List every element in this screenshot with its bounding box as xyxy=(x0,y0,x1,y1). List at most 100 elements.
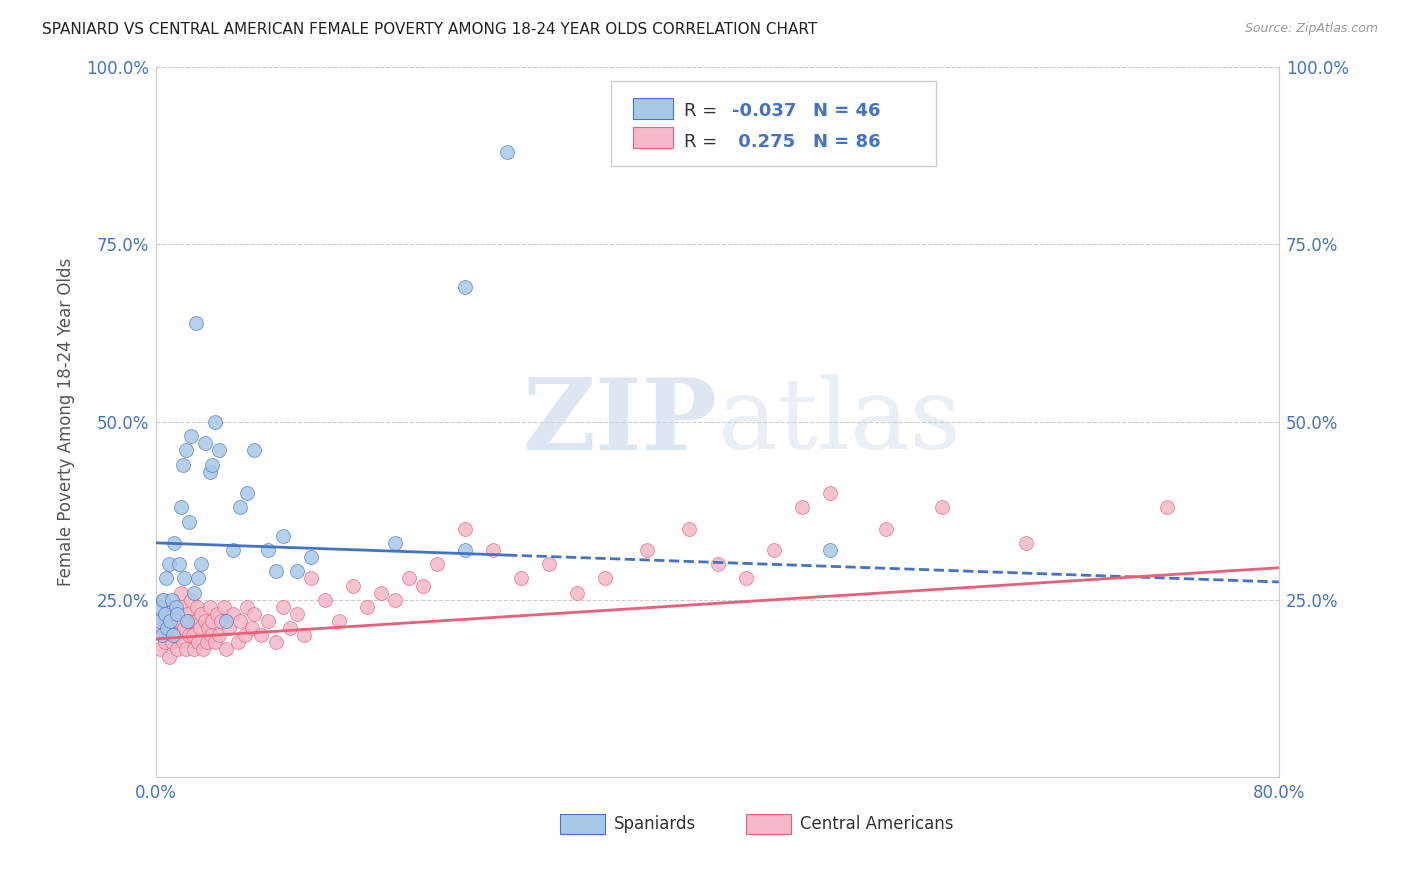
Point xyxy=(734,571,756,585)
Point xyxy=(197,621,219,635)
Text: -0.037: -0.037 xyxy=(733,103,797,120)
Point xyxy=(155,614,177,628)
Point xyxy=(159,614,181,628)
Point xyxy=(240,621,263,635)
Point xyxy=(169,599,191,614)
Point xyxy=(243,443,266,458)
Point xyxy=(167,558,190,572)
Point xyxy=(271,599,294,614)
Point xyxy=(229,614,252,628)
FancyBboxPatch shape xyxy=(633,127,672,148)
Point xyxy=(678,522,700,536)
Point xyxy=(149,642,172,657)
Point xyxy=(208,443,231,458)
Point xyxy=(426,558,449,572)
Point xyxy=(356,599,378,614)
Text: ZIP: ZIP xyxy=(523,374,717,470)
Point xyxy=(200,628,222,642)
Point xyxy=(201,458,224,472)
Point xyxy=(1156,500,1178,515)
Point xyxy=(173,621,195,635)
Point xyxy=(875,522,897,536)
Point xyxy=(176,614,198,628)
Point xyxy=(184,614,207,628)
Point xyxy=(762,543,785,558)
Point xyxy=(209,614,232,628)
Text: R =: R = xyxy=(683,103,723,120)
Point xyxy=(156,621,179,635)
Point xyxy=(174,642,197,657)
Point xyxy=(790,500,813,515)
Point xyxy=(454,543,477,558)
Point xyxy=(208,628,231,642)
Point xyxy=(299,550,322,565)
Point xyxy=(159,599,181,614)
Point xyxy=(180,429,202,443)
Point xyxy=(384,592,406,607)
FancyBboxPatch shape xyxy=(610,81,936,166)
Point xyxy=(257,614,280,628)
Point xyxy=(496,145,519,159)
Point xyxy=(314,592,336,607)
Point xyxy=(150,628,173,642)
Point xyxy=(510,571,533,585)
Point xyxy=(233,628,256,642)
Point xyxy=(328,614,350,628)
Point xyxy=(157,558,180,572)
Point xyxy=(160,635,183,649)
Point xyxy=(194,436,217,450)
Point xyxy=(177,515,200,529)
Text: Spaniards: Spaniards xyxy=(614,814,696,832)
Point xyxy=(931,500,953,515)
Point xyxy=(595,571,617,585)
FancyBboxPatch shape xyxy=(561,814,606,834)
Point xyxy=(162,628,184,642)
Point xyxy=(187,635,209,649)
Point xyxy=(412,578,434,592)
Point xyxy=(636,543,658,558)
Point xyxy=(186,599,208,614)
Point xyxy=(226,635,249,649)
Point xyxy=(370,585,392,599)
Text: Central Americans: Central Americans xyxy=(800,814,953,832)
Point xyxy=(285,607,308,621)
Point xyxy=(184,316,207,330)
Point xyxy=(153,607,176,621)
Text: N = 86: N = 86 xyxy=(813,133,880,151)
FancyBboxPatch shape xyxy=(633,98,672,120)
Point xyxy=(173,571,195,585)
Point xyxy=(285,564,308,578)
Point xyxy=(454,522,477,536)
Point xyxy=(212,599,235,614)
Point xyxy=(150,628,173,642)
Point xyxy=(183,642,205,657)
Point xyxy=(257,543,280,558)
Point xyxy=(384,536,406,550)
Point xyxy=(706,558,728,572)
Point xyxy=(183,585,205,599)
Point xyxy=(201,614,224,628)
Point xyxy=(222,543,245,558)
Point xyxy=(299,571,322,585)
Point xyxy=(149,599,172,614)
Text: N = 46: N = 46 xyxy=(813,103,880,120)
Point xyxy=(222,607,245,621)
Point xyxy=(179,614,201,628)
Point xyxy=(172,458,194,472)
Point xyxy=(160,592,183,607)
Text: atlas: atlas xyxy=(717,374,960,470)
Point xyxy=(187,571,209,585)
Point xyxy=(342,578,364,592)
Point xyxy=(181,628,204,642)
Point xyxy=(156,621,179,635)
Point xyxy=(190,558,212,572)
Point xyxy=(818,486,841,500)
Point xyxy=(264,564,287,578)
Point xyxy=(215,614,238,628)
Point xyxy=(148,614,170,628)
Point xyxy=(188,621,211,635)
Point xyxy=(218,621,240,635)
Point xyxy=(567,585,589,599)
Point xyxy=(157,649,180,664)
Point xyxy=(166,642,188,657)
